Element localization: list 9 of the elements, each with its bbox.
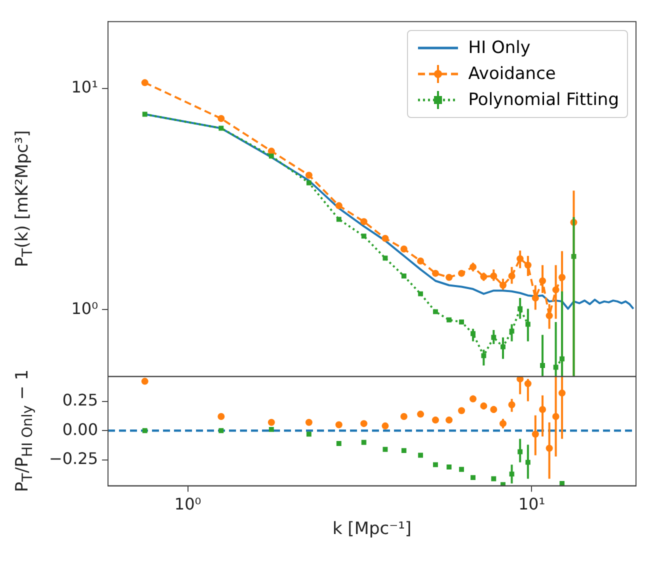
y-tick-label: 0.25: [62, 390, 98, 410]
y-tick-label: −0.25: [48, 448, 98, 468]
y-tick-label: 10¹: [71, 77, 98, 96]
y-tick-label: 0.00: [62, 420, 98, 439]
y-tick-label: 10⁰: [71, 298, 98, 318]
x-axis-title: k [Mpc⁻¹]: [331, 518, 413, 539]
legend-label: Polynomial Fitting: [468, 88, 619, 112]
legend-label: HI Only: [468, 36, 530, 60]
legend-label: Avoidance: [468, 62, 556, 86]
